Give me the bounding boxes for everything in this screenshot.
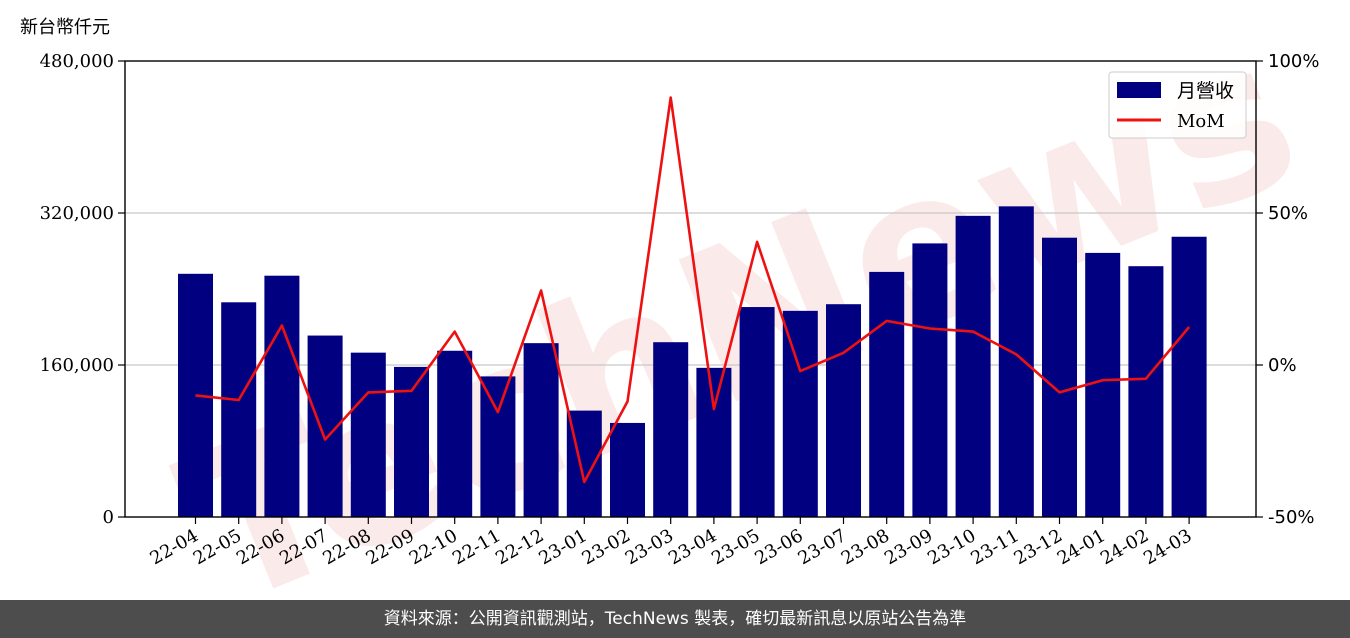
y-axis-unit-label: 新台幣仟元	[20, 17, 110, 38]
x-tick-label-23-12: 23-12	[1011, 525, 1066, 569]
bar-23-09	[912, 243, 948, 517]
x-tick-label-22-04: 22-04	[147, 525, 202, 569]
source-footer: 資料來源：公開資訊觀測站，TechNews 製表，確切最新訊息以原站公告為準	[0, 600, 1350, 638]
x-tick-label-23-11: 23-11	[967, 525, 1022, 569]
x-tick-label-23-02: 23-02	[579, 525, 634, 569]
x-tick-label-23-09: 23-09	[881, 525, 936, 569]
y-right-tick-label: 0%	[1268, 355, 1297, 376]
bar-23-03	[653, 342, 689, 517]
mom-series-line	[195, 96, 1191, 484]
x-tick-label-23-03: 23-03	[622, 525, 677, 569]
bar-24-03	[1171, 236, 1207, 517]
bar-22-08	[350, 352, 386, 517]
bar-23-12	[1042, 237, 1077, 517]
x-tick-label-24-02: 24-02	[1097, 525, 1152, 569]
bar-22-06	[264, 275, 300, 517]
y-left-tick-label: 0	[103, 507, 114, 528]
bar-23-04	[696, 367, 732, 517]
y-right-tick-label: 100%	[1268, 51, 1319, 72]
x-tick-label-23-06: 23-06	[751, 525, 806, 569]
bar-22-12	[523, 343, 559, 517]
y-left-tick-label: 160,000	[40, 355, 114, 376]
chart-svg: TechNews 新台幣仟元 0160,000320,000480,000-50…	[20, 0, 1328, 600]
legend-label-revenue: 月營收	[1177, 80, 1234, 102]
x-tick-label-24-01: 24-01	[1054, 525, 1109, 569]
x-tick-label-24-03: 24-03	[1140, 525, 1195, 569]
x-tick-label-23-04: 23-04	[665, 525, 720, 569]
y-left-tick-label: 320,000	[40, 203, 114, 224]
x-tick-label-23-07: 23-07	[795, 525, 850, 569]
bar-22-05	[221, 302, 257, 517]
bar-24-01	[1085, 252, 1121, 517]
legend-label-mom: MoM	[1177, 111, 1225, 132]
legend-swatch-revenue	[1117, 82, 1161, 98]
bars-layer	[178, 206, 1207, 517]
bar-22-11	[480, 376, 516, 517]
bar-23-11	[998, 206, 1034, 517]
bar-23-02	[610, 422, 645, 517]
bar-22-10	[437, 350, 473, 517]
bar-23-05	[739, 307, 775, 517]
bar-23-07	[826, 304, 861, 517]
mom-line-layer	[195, 96, 1191, 484]
bar-23-08	[869, 271, 905, 517]
bar-24-02	[1128, 266, 1164, 517]
bar-23-06	[782, 310, 818, 517]
x-tick-label-23-08: 23-08	[838, 525, 893, 569]
x-tick-label-23-10: 23-10	[924, 525, 979, 569]
y-left-tick-label: 480,000	[40, 51, 114, 72]
y-right-tick-label: 50%	[1268, 203, 1308, 224]
legend: 月營收 MoM	[1108, 71, 1247, 139]
x-tick-label-23-05: 23-05	[708, 525, 763, 569]
y-right-tick-label: -50%	[1268, 507, 1315, 528]
plot-frame	[124, 60, 1257, 518]
bar-23-10	[955, 215, 991, 517]
